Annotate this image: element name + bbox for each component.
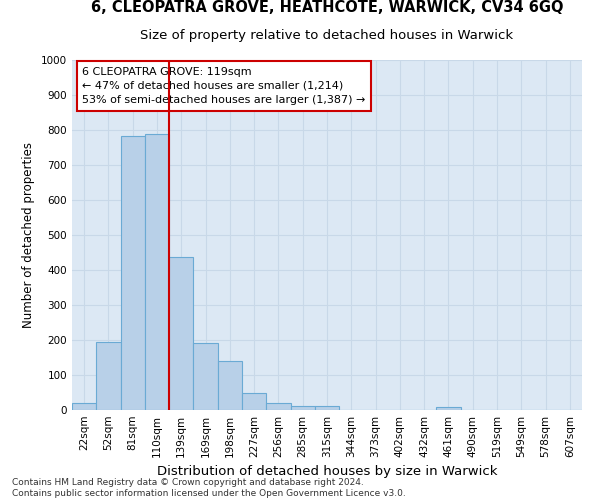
Text: Size of property relative to detached houses in Warwick: Size of property relative to detached ho… [140, 30, 514, 43]
Bar [436, 406, 461, 410]
Bar [72, 403, 96, 410]
Bar [315, 406, 339, 410]
Y-axis label: Number of detached properties: Number of detached properties [22, 142, 35, 328]
Bar [169, 257, 193, 410]
Bar [121, 136, 145, 410]
Bar [96, 342, 121, 410]
Text: 6, CLEOPATRA GROVE, HEATHCOTE, WARWICK, CV34 6GQ: 6, CLEOPATRA GROVE, HEATHCOTE, WARWICK, … [91, 0, 563, 14]
X-axis label: Distribution of detached houses by size in Warwick: Distribution of detached houses by size … [157, 466, 497, 478]
Bar [193, 343, 218, 410]
Bar [290, 406, 315, 410]
Bar [242, 392, 266, 410]
Bar [218, 361, 242, 410]
Text: 6 CLEOPATRA GROVE: 119sqm
← 47% of detached houses are smaller (1,214)
53% of se: 6 CLEOPATRA GROVE: 119sqm ← 47% of detac… [82, 67, 365, 105]
Text: Contains HM Land Registry data © Crown copyright and database right 2024.
Contai: Contains HM Land Registry data © Crown c… [12, 478, 406, 498]
Bar [145, 134, 169, 410]
Bar [266, 403, 290, 410]
